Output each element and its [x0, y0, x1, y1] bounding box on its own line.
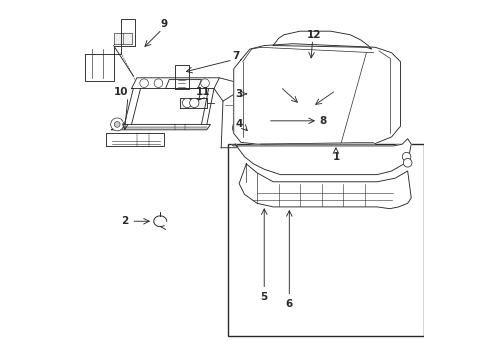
Text: 5: 5 [260, 292, 267, 302]
Circle shape [140, 79, 148, 87]
Polygon shape [221, 83, 267, 148]
Text: 11: 11 [196, 87, 210, 97]
Polygon shape [85, 19, 135, 81]
Text: 10: 10 [113, 87, 128, 97]
Circle shape [154, 79, 163, 87]
Text: 9: 9 [160, 19, 167, 29]
Polygon shape [231, 139, 410, 175]
Bar [228, 144, 423, 336]
Circle shape [313, 64, 322, 72]
Text: 8: 8 [319, 116, 326, 126]
Text: 3: 3 [235, 89, 242, 99]
Polygon shape [106, 134, 163, 146]
Polygon shape [180, 98, 206, 108]
Polygon shape [233, 44, 400, 144]
Text: 6: 6 [285, 299, 292, 309]
Circle shape [297, 66, 305, 75]
Circle shape [110, 118, 123, 131]
Text: 7: 7 [231, 51, 239, 61]
Circle shape [308, 63, 316, 71]
Polygon shape [239, 164, 410, 209]
Polygon shape [131, 78, 219, 89]
Circle shape [189, 98, 199, 108]
Text: 4: 4 [235, 120, 242, 129]
Polygon shape [112, 125, 210, 130]
Polygon shape [174, 65, 188, 89]
Circle shape [232, 118, 252, 138]
Circle shape [201, 79, 209, 87]
Text: 1: 1 [332, 152, 339, 162]
Circle shape [402, 152, 410, 161]
Circle shape [182, 98, 191, 108]
Polygon shape [273, 31, 371, 49]
Polygon shape [165, 80, 201, 89]
Circle shape [303, 64, 311, 73]
Circle shape [403, 158, 411, 167]
Text: 2: 2 [121, 216, 128, 226]
Polygon shape [113, 33, 131, 44]
Text: 12: 12 [306, 30, 321, 40]
Circle shape [114, 122, 120, 127]
